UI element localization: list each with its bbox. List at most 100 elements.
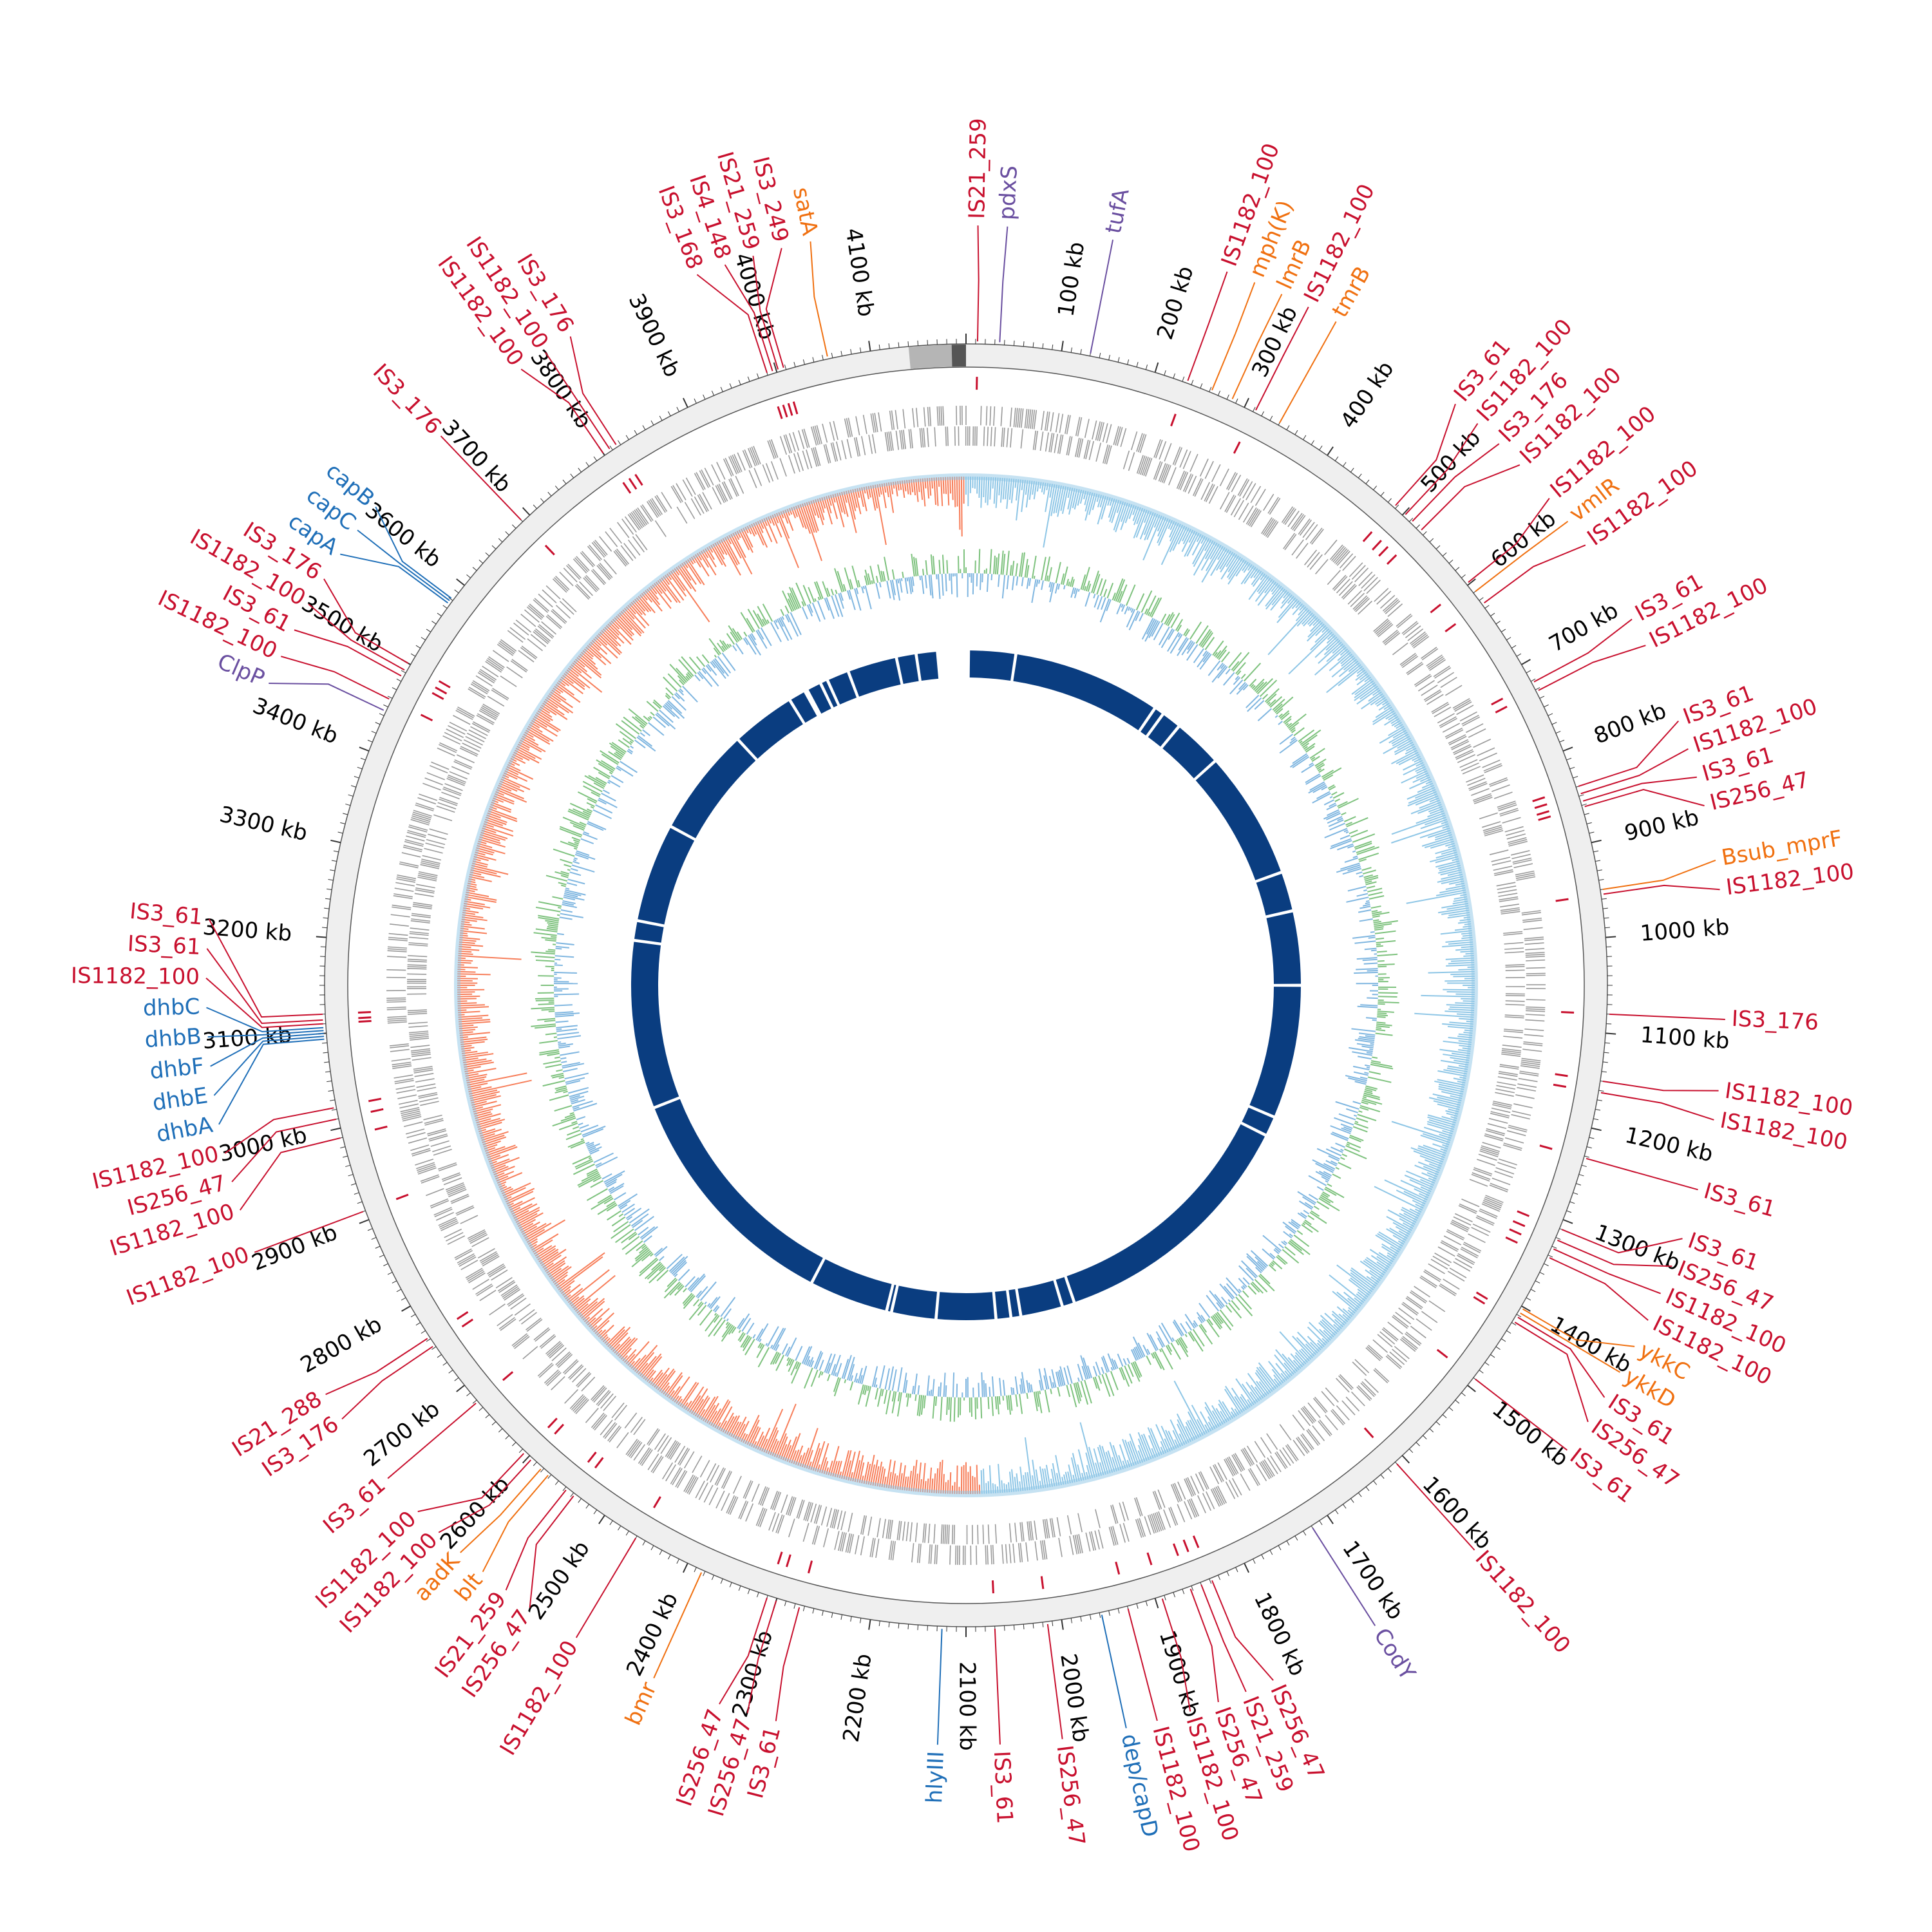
skew-bar — [1178, 1338, 1188, 1353]
cds-mark — [690, 498, 701, 516]
cds-mark — [401, 1108, 420, 1114]
cds-mark — [927, 1524, 931, 1544]
gc-bar — [1384, 1179, 1428, 1201]
gc-bar — [567, 1269, 610, 1303]
cds-mark — [1468, 781, 1487, 790]
cds-mark — [1012, 1543, 1016, 1563]
gc-bar — [866, 1463, 871, 1484]
cds-mark — [1020, 429, 1024, 449]
skew-bar — [822, 581, 829, 598]
skew-bar — [728, 625, 740, 642]
contig-segment — [1013, 654, 1153, 730]
skew-bar — [618, 1213, 624, 1217]
cds-mark — [1219, 468, 1229, 486]
cds-mark — [933, 1524, 936, 1544]
gc-bar — [1279, 1331, 1309, 1363]
gc-bar — [872, 1459, 878, 1486]
skew-bar — [571, 1121, 578, 1124]
skew-bar — [1315, 1162, 1334, 1173]
skew-bar — [1308, 1175, 1327, 1186]
skew-bar — [1375, 937, 1385, 940]
minor-tick — [802, 359, 805, 365]
gc-bar — [1354, 680, 1374, 696]
skew-bar — [554, 955, 574, 958]
cds-mark — [692, 1455, 703, 1473]
skew-bar — [1273, 703, 1283, 712]
cds-mark — [1394, 1345, 1410, 1359]
gc-bar — [845, 1460, 852, 1480]
cds-mark — [1019, 1522, 1023, 1542]
cds-mark — [994, 1524, 998, 1544]
gc-bar — [1350, 1272, 1374, 1291]
cds-mark — [1503, 1036, 1523, 1039]
skew-bar — [535, 928, 558, 933]
cds-mark — [1331, 545, 1345, 562]
minor-tick — [609, 445, 613, 451]
gc-bar — [976, 1464, 978, 1494]
is-element-mark — [420, 714, 433, 722]
cds-mark — [1164, 443, 1172, 462]
cds-mark — [1392, 1314, 1409, 1327]
skew-bar — [765, 1343, 768, 1346]
skew-bar — [1343, 1126, 1352, 1131]
skew-bar — [630, 745, 634, 749]
gc-bar — [940, 477, 943, 506]
minor-tick — [1479, 597, 1484, 601]
skew-bar — [788, 1358, 793, 1366]
cds-mark — [684, 502, 696, 520]
skew-bar — [985, 1383, 987, 1397]
cds-mark — [1406, 661, 1423, 674]
cds-mark — [833, 1510, 839, 1529]
gc-bar — [852, 489, 858, 508]
cds-mark — [387, 950, 407, 952]
gc-bar — [1441, 873, 1463, 880]
minor-tick — [747, 1589, 750, 1595]
skew-bar — [953, 1397, 956, 1422]
skew-bar — [1298, 729, 1315, 743]
cds-mark — [492, 688, 509, 699]
cds-mark — [1182, 451, 1191, 469]
gc-bar — [720, 539, 741, 576]
cds-mark — [844, 418, 849, 438]
cds-mark — [533, 631, 549, 645]
cds-mark — [1361, 574, 1376, 589]
cds-mark — [433, 814, 453, 822]
minor-tick — [505, 1435, 509, 1439]
skew-bar — [1215, 1312, 1224, 1323]
cds-mark — [410, 1045, 430, 1048]
skew-bar — [920, 1395, 925, 1415]
skew-bar — [1315, 1171, 1331, 1180]
skew-bar — [1068, 582, 1070, 587]
cds-mark — [1491, 1107, 1511, 1113]
minor-tick — [1408, 517, 1414, 522]
cds-mark — [1389, 1351, 1405, 1365]
cds-mark — [542, 589, 557, 603]
skew-bar — [1202, 652, 1211, 663]
skew-bar — [851, 565, 859, 588]
skew-bar — [1048, 567, 1052, 582]
skew-bar — [574, 1158, 593, 1168]
cds-mark — [1524, 938, 1544, 942]
skew-bar — [603, 1197, 614, 1204]
minor-tick — [1442, 1414, 1447, 1419]
cds-mark — [423, 1114, 442, 1121]
tick-label: 100 kb — [1053, 240, 1090, 319]
cds-mark — [418, 871, 438, 876]
cds-mark — [1143, 457, 1151, 477]
skew-bar — [1259, 1273, 1271, 1285]
cds-mark — [1149, 1514, 1157, 1533]
gc-bar — [506, 1191, 534, 1205]
minor-tick — [1235, 1567, 1238, 1573]
minor-tick — [878, 345, 880, 350]
label-leader-line — [1533, 618, 1633, 683]
cds-mark — [1287, 510, 1300, 527]
contig-segment — [893, 1285, 938, 1319]
minor-tick — [1145, 1600, 1148, 1606]
cds-mark — [1305, 524, 1318, 540]
cds-mark — [1059, 413, 1064, 433]
gc-bar — [935, 1468, 939, 1493]
cds-mark — [676, 1470, 688, 1488]
cds-mark — [1298, 518, 1311, 535]
skew-bar — [1077, 1378, 1080, 1382]
cds-mark — [453, 761, 472, 770]
